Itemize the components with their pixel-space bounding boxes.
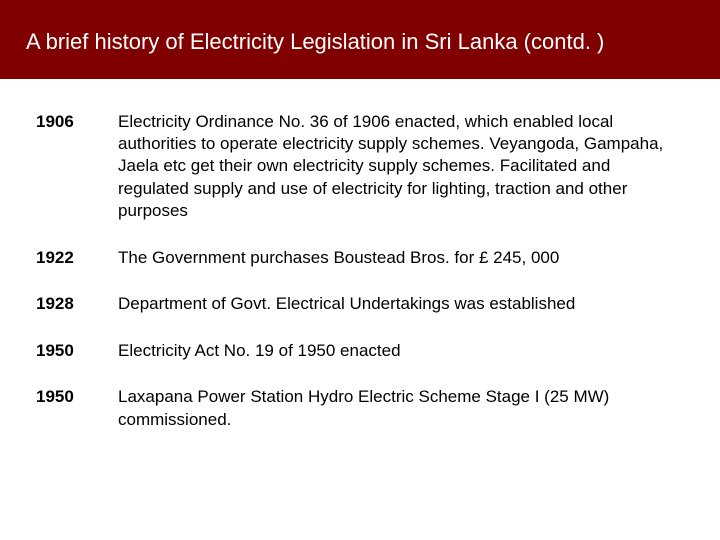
timeline-year: 1922 (36, 235, 118, 281)
timeline-description: Electricity Act No. 19 of 1950 enacted (118, 328, 690, 374)
timeline-description: Department of Govt. Electrical Undertaki… (118, 281, 690, 327)
table-row: 1906 Electricity Ordinance No. 36 of 190… (36, 99, 690, 235)
title-band: A brief history of Electricity Legislati… (0, 0, 720, 79)
timeline-description: Electricity Ordinance No. 36 of 1906 ena… (118, 99, 690, 235)
slide-title: A brief history of Electricity Legislati… (26, 29, 604, 54)
table-row: 1922 The Government purchases Boustead B… (36, 235, 690, 281)
table-row: 1950 Electricity Act No. 19 of 1950 enac… (36, 328, 690, 374)
timeline-description: Laxapana Power Station Hydro Electric Sc… (118, 374, 690, 443)
timeline-year: 1906 (36, 99, 118, 235)
timeline-year: 1950 (36, 374, 118, 443)
timeline-body: 1906 Electricity Ordinance No. 36 of 190… (36, 99, 690, 443)
table-row: 1950 Laxapana Power Station Hydro Electr… (36, 374, 690, 443)
slide: A brief history of Electricity Legislati… (0, 0, 720, 540)
timeline-description: The Government purchases Boustead Bros. … (118, 235, 690, 281)
timeline-table: 1906 Electricity Ordinance No. 36 of 190… (36, 99, 690, 443)
table-row: 1928 Department of Govt. Electrical Unde… (36, 281, 690, 327)
timeline-year: 1928 (36, 281, 118, 327)
slide-content: 1906 Electricity Ordinance No. 36 of 190… (0, 79, 720, 463)
timeline-year: 1950 (36, 328, 118, 374)
